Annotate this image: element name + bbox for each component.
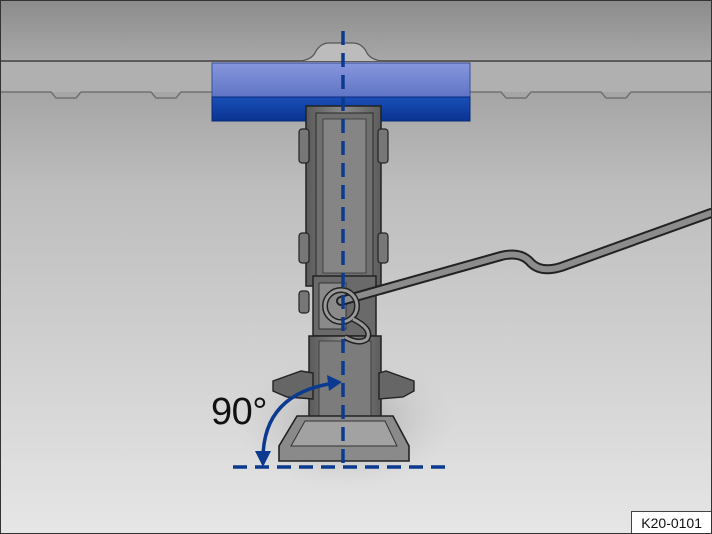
right-angle-arc [255, 375, 342, 467]
angle-label: 90° [211, 391, 267, 433]
figure-reference-code: K20-0101 [631, 511, 711, 533]
crank-handle [322, 208, 711, 345]
